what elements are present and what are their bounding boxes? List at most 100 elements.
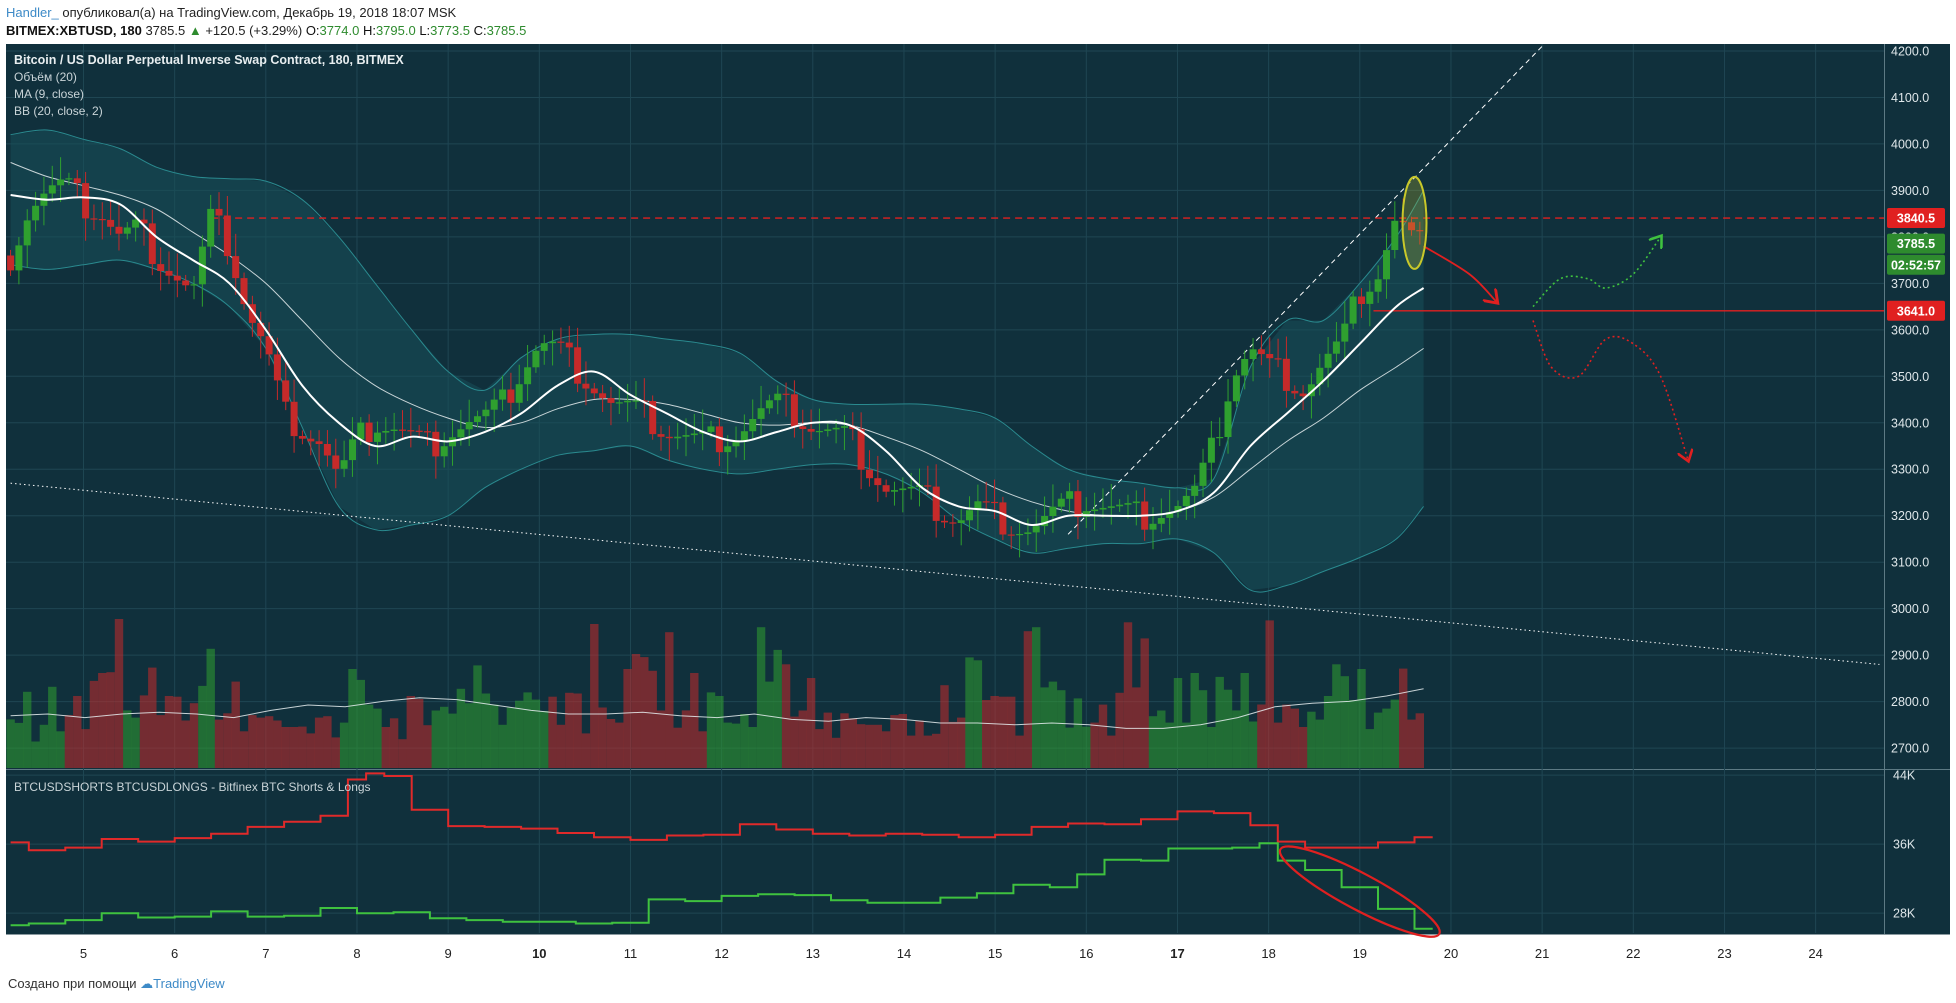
volume-bar	[23, 691, 32, 768]
candle-body	[857, 429, 865, 470]
volume-bar	[1365, 729, 1374, 768]
candle-body	[1007, 534, 1015, 536]
volume-bar	[698, 731, 707, 768]
candle-body	[1324, 353, 1332, 368]
candle-body	[1249, 349, 1257, 359]
volume-bar	[415, 698, 424, 768]
time-tick-label: 8	[353, 946, 360, 961]
candle-body	[1191, 485, 1199, 496]
volume-bar	[1348, 700, 1358, 768]
candle-body	[724, 446, 732, 453]
candle-body	[115, 226, 123, 234]
candle-body	[157, 264, 165, 271]
author-link[interactable]: Handler_	[6, 5, 59, 20]
candle-body	[1074, 491, 1082, 517]
candle-body	[1358, 296, 1365, 304]
candle-body	[824, 429, 832, 431]
footer-created-text: Создано при помощи	[8, 976, 137, 991]
candle-body	[1224, 401, 1232, 437]
candle-body	[1241, 359, 1249, 376]
candle-body	[1107, 506, 1115, 508]
volume-bar	[723, 722, 732, 768]
candle-body	[1291, 390, 1299, 394]
candle-body	[7, 255, 15, 271]
candle-body	[182, 280, 190, 286]
candle-body	[941, 520, 948, 523]
bb-basis-line	[10, 162, 1424, 517]
volume-bar	[1290, 708, 1299, 768]
time-tick-label: 7	[262, 946, 269, 961]
volume-bar	[606, 719, 616, 768]
volume-bar	[798, 710, 807, 768]
volume-bar	[1357, 669, 1366, 768]
open-value: 3774.0	[319, 23, 360, 38]
volume-bar	[548, 696, 557, 768]
time-tick-label: 21	[1535, 946, 1549, 961]
candle-body	[715, 426, 723, 453]
candle-body	[690, 433, 698, 436]
candle-body	[273, 354, 281, 381]
volume-bar	[815, 729, 824, 768]
volume-bar	[1415, 713, 1424, 768]
tradingview-logo-icon: ☁	[140, 976, 154, 991]
volume-bar	[406, 696, 415, 768]
volume-bar	[131, 717, 140, 768]
candle-body	[774, 393, 782, 401]
candle-body	[232, 256, 240, 279]
price-label-box	[1887, 233, 1945, 254]
high-label: H:	[362, 23, 376, 38]
candle-body	[507, 389, 515, 403]
candle-body	[207, 208, 215, 247]
volume-bar	[540, 711, 549, 768]
candle-body	[465, 422, 473, 430]
volume-bar	[98, 673, 107, 768]
legend-volume: Объём (20)	[14, 70, 77, 84]
candle-body	[1166, 512, 1174, 518]
candle-body	[407, 430, 415, 432]
candle-body	[740, 431, 748, 441]
candle-body	[223, 215, 231, 257]
volume-bar	[1065, 727, 1074, 768]
candle-body	[841, 426, 848, 428]
volume-bar	[1057, 690, 1066, 768]
candle-body	[457, 429, 465, 438]
price-tick-label: 3900.0	[1891, 184, 1929, 198]
candle-body	[1391, 220, 1399, 250]
time-tick-label: 12	[714, 946, 728, 961]
candle-body	[982, 501, 990, 503]
volume-bar	[1323, 696, 1333, 768]
volume-bar	[840, 713, 849, 768]
volume-bar	[881, 731, 891, 768]
volume-bar	[273, 720, 282, 768]
volume-bar	[1048, 681, 1058, 768]
candle-body	[365, 422, 373, 442]
candle-body	[674, 436, 682, 439]
candle-body	[32, 205, 40, 221]
candle-body	[148, 223, 156, 264]
volume-bar	[490, 704, 499, 768]
candle-body	[474, 416, 481, 422]
price-tick-label: 4000.0	[1891, 137, 1929, 151]
price-label-box	[1887, 300, 1945, 321]
volume-bar	[1115, 692, 1124, 768]
price-label-text: 02:52:57	[1891, 258, 1941, 272]
volume-bar	[598, 707, 607, 768]
price-change: +120.5 (+3.29%)	[205, 23, 303, 38]
volume-bar	[156, 715, 165, 768]
moving-average	[10, 194, 1425, 527]
candle-body	[665, 436, 673, 439]
volume-bar	[64, 715, 74, 768]
candle-body	[490, 399, 498, 410]
candle-body	[215, 208, 223, 216]
volume-bar	[973, 660, 983, 768]
volume-bar	[473, 665, 482, 768]
volume-bar	[1023, 631, 1033, 768]
volume-bar	[982, 700, 991, 768]
volume-bar	[665, 632, 674, 768]
time-tick-label: 19	[1353, 946, 1367, 961]
price-tick-label: 3000.0	[1891, 602, 1929, 616]
footer-brand-link[interactable]: TradingView	[153, 976, 225, 991]
volume-bar	[6, 719, 15, 768]
price-tick-label: 3200.0	[1891, 509, 1929, 523]
